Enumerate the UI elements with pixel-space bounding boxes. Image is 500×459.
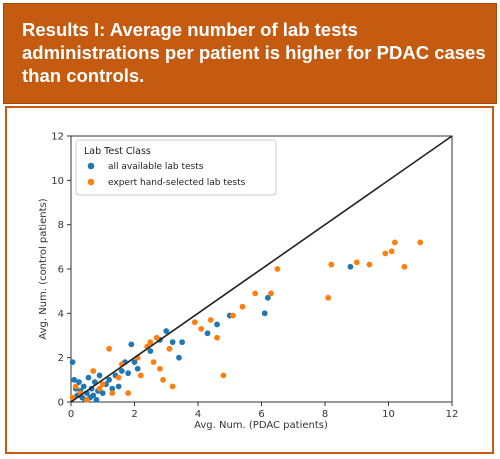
legend-title: Lab Test Class: [84, 146, 151, 157]
data-point-all-tests: [131, 359, 138, 365]
data-point-expert-tests: [115, 374, 122, 381]
data-point-expert-tests: [366, 261, 373, 268]
data-point-expert-tests: [325, 294, 332, 301]
y-axis: 0 2 4 6 8 10 12: [51, 132, 71, 409]
legend-marker-orange: [87, 178, 95, 186]
data-point-all-tests: [347, 263, 354, 270]
y-tick-label: 10: [51, 176, 64, 187]
legend: Lab Test Class all available lab tests e…: [75, 139, 277, 196]
data-point-expert-tests: [106, 345, 112, 352]
data-point-all-tests: [163, 328, 170, 334]
y-tick-label: 4: [58, 309, 64, 320]
y-tick-label: 0: [58, 398, 64, 409]
data-point-expert-tests: [252, 290, 259, 297]
data-points: [69, 239, 424, 403]
x-tick-label: 0: [68, 409, 74, 420]
data-point-expert-tests: [417, 239, 424, 246]
data-point-expert-tests: [388, 248, 395, 255]
x-axis-label: Avg. Num. (PDAC patients): [194, 420, 328, 431]
data-point-expert-tests: [90, 368, 97, 374]
data-point-all-tests: [80, 383, 87, 390]
data-point-expert-tests: [220, 372, 227, 379]
x-tick-label: 6: [258, 409, 264, 420]
data-point-all-tests: [204, 330, 211, 337]
data-point-all-tests: [76, 379, 82, 385]
data-point-expert-tests: [191, 319, 198, 326]
data-point-expert-tests: [382, 250, 389, 257]
legend-marker-blue: [87, 162, 95, 170]
data-point-expert-tests: [230, 312, 236, 319]
data-point-all-tests: [147, 348, 154, 354]
data-point-all-tests: [264, 294, 271, 301]
data-point-all-tests: [96, 372, 103, 379]
data-point-expert-tests: [83, 396, 90, 403]
data-point-expert-tests: [166, 345, 173, 352]
data-point-expert-tests: [147, 339, 154, 346]
data-point-all-tests: [90, 392, 97, 399]
data-point-all-tests: [99, 390, 106, 397]
data-point-expert-tests: [169, 383, 176, 390]
data-point-all-tests: [125, 370, 132, 377]
x-tick-label: 8: [322, 409, 328, 420]
data-point-expert-tests: [268, 290, 274, 297]
x-tick-label: 12: [446, 409, 459, 420]
data-point-all-tests: [109, 385, 116, 392]
y-tick-label: 12: [51, 132, 64, 143]
x-tick-label: 4: [195, 409, 201, 420]
x-axis: 0 2 4 6 8 10 12: [68, 402, 459, 420]
data-point-expert-tests: [239, 303, 246, 310]
data-point-expert-tests: [137, 372, 144, 379]
data-point-expert-tests: [99, 381, 106, 388]
data-point-all-tests: [128, 341, 135, 348]
y-tick-label: 8: [58, 220, 64, 231]
data-point-expert-tests: [401, 263, 408, 270]
title-banner: Results I: Average number of lab tests a…: [3, 3, 497, 104]
y-tick-label: 2: [58, 353, 64, 364]
data-point-expert-tests: [214, 334, 220, 341]
data-point-expert-tests: [274, 266, 281, 272]
data-point-expert-tests: [198, 325, 205, 332]
data-point-all-tests: [85, 374, 92, 381]
data-point-all-tests: [118, 368, 125, 374]
y-tick-label: 6: [58, 265, 64, 276]
x-tick-label: 10: [382, 409, 395, 420]
data-point-all-tests: [115, 383, 122, 390]
data-point-all-tests: [176, 354, 182, 361]
data-point-expert-tests: [153, 334, 160, 341]
legend-label-expert: expert hand-selected lab tests: [108, 178, 246, 188]
data-point-expert-tests: [157, 365, 163, 372]
data-point-expert-tests: [96, 385, 103, 392]
data-point-expert-tests: [207, 317, 214, 323]
data-point-expert-tests: [160, 376, 166, 383]
data-point-all-tests: [214, 321, 220, 328]
legend-box: [75, 139, 277, 196]
data-point-expert-tests: [72, 383, 79, 390]
y-axis-label: Avg. Num. (control patients): [38, 198, 49, 339]
data-point-all-tests: [71, 376, 78, 383]
data-point-expert-tests: [150, 359, 157, 365]
data-point-all-tests: [134, 365, 141, 372]
data-point-expert-tests: [328, 261, 335, 268]
reference-line: [70, 135, 453, 403]
data-point-all-tests: [106, 376, 112, 383]
data-point-expert-tests: [353, 259, 360, 266]
data-point-expert-tests: [391, 239, 398, 246]
x-tick-label: 2: [131, 409, 137, 420]
data-point-expert-tests: [109, 390, 116, 397]
data-point-all-tests: [261, 310, 268, 317]
data-point-all-tests: [93, 396, 100, 403]
data-point-all-tests: [179, 339, 186, 346]
legend-label-all: all available lab tests: [108, 162, 204, 172]
slide-title: Results I: Average number of lab tests a…: [22, 19, 486, 86]
data-point-all-tests: [69, 359, 76, 365]
data-point-expert-tests: [125, 390, 132, 397]
data-point-all-tests: [169, 339, 176, 346]
